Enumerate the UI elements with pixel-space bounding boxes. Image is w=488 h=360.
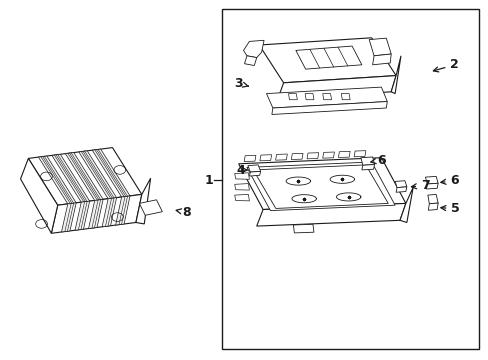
Polygon shape xyxy=(341,94,349,100)
Polygon shape xyxy=(39,156,76,204)
Polygon shape xyxy=(322,152,334,158)
Polygon shape xyxy=(266,87,386,108)
Polygon shape xyxy=(322,94,331,100)
Polygon shape xyxy=(395,187,406,192)
Polygon shape xyxy=(75,201,89,230)
Polygon shape xyxy=(353,151,365,157)
Polygon shape xyxy=(234,184,249,190)
Polygon shape xyxy=(295,46,361,69)
Text: 2: 2 xyxy=(432,58,458,72)
Polygon shape xyxy=(52,154,89,202)
Polygon shape xyxy=(88,199,103,229)
Polygon shape xyxy=(390,56,400,94)
Polygon shape xyxy=(234,173,249,179)
Polygon shape xyxy=(306,153,318,159)
Polygon shape xyxy=(28,148,142,205)
Text: 6: 6 xyxy=(370,154,385,167)
Polygon shape xyxy=(394,181,406,188)
Polygon shape xyxy=(271,102,386,114)
Polygon shape xyxy=(368,38,390,56)
Text: 7: 7 xyxy=(411,179,429,192)
Polygon shape xyxy=(275,154,287,160)
Text: 6: 6 xyxy=(440,174,458,187)
Polygon shape xyxy=(92,149,130,197)
Polygon shape xyxy=(259,38,395,83)
Polygon shape xyxy=(253,165,387,208)
Polygon shape xyxy=(61,203,76,232)
Polygon shape xyxy=(291,153,303,159)
Polygon shape xyxy=(65,153,103,201)
Polygon shape xyxy=(372,54,390,65)
Polygon shape xyxy=(249,171,260,176)
Polygon shape xyxy=(288,94,297,100)
Text: 1: 1 xyxy=(204,174,213,186)
Polygon shape xyxy=(360,157,374,165)
Polygon shape xyxy=(238,158,405,210)
Polygon shape xyxy=(246,162,394,211)
Polygon shape xyxy=(20,158,58,233)
Polygon shape xyxy=(247,165,260,172)
Text: 5: 5 xyxy=(440,202,459,215)
Polygon shape xyxy=(427,194,437,204)
Bar xyxy=(222,9,478,349)
Polygon shape xyxy=(243,40,264,58)
Polygon shape xyxy=(426,183,437,189)
Polygon shape xyxy=(338,151,349,157)
Polygon shape xyxy=(234,194,249,201)
Text: 8: 8 xyxy=(176,206,191,219)
Polygon shape xyxy=(139,200,162,215)
Polygon shape xyxy=(425,176,437,184)
Text: 3: 3 xyxy=(234,77,248,90)
Polygon shape xyxy=(115,196,130,225)
Polygon shape xyxy=(136,178,150,224)
Polygon shape xyxy=(259,155,271,161)
Polygon shape xyxy=(293,224,313,233)
Polygon shape xyxy=(361,165,374,170)
Polygon shape xyxy=(244,56,256,66)
Polygon shape xyxy=(79,151,116,199)
Text: 4: 4 xyxy=(236,164,247,177)
Polygon shape xyxy=(51,194,142,233)
Polygon shape xyxy=(102,198,116,227)
Polygon shape xyxy=(427,203,437,210)
Polygon shape xyxy=(399,187,412,222)
Polygon shape xyxy=(256,203,405,226)
Polygon shape xyxy=(277,76,395,99)
Polygon shape xyxy=(305,94,313,100)
Polygon shape xyxy=(244,156,255,162)
